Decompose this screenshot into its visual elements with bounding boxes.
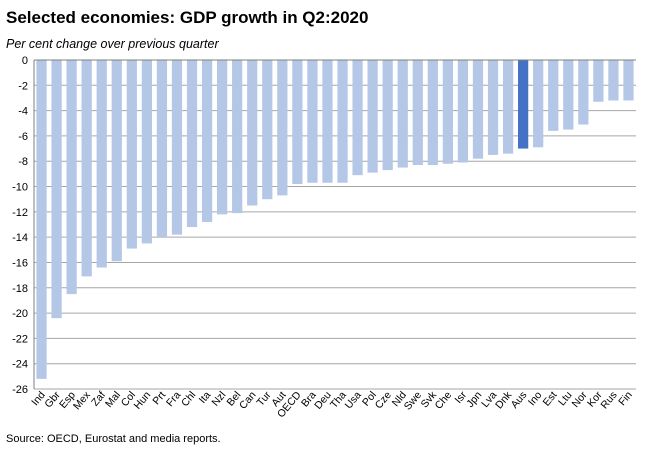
bar-nor [578,60,589,125]
bar-fra [171,60,183,235]
y-tick-label: -4 [18,106,28,118]
grid-lines [34,84,636,390]
bar-ind [36,60,47,379]
bar-swe [412,60,423,166]
bar-mex [81,60,92,277]
x-tick-label: Chl [179,389,198,409]
bar-zaf [96,60,107,268]
y-tick-label: -6 [18,131,28,143]
bar-can [247,60,258,206]
bar-col [126,60,137,249]
bar-usa [352,60,363,176]
source-note: Source: OECD, Eurostat and media reports… [6,433,221,445]
y-tick-label: -12 [12,207,28,219]
y-tick-label: -20 [12,308,28,320]
bar-gbr [51,60,62,319]
bar-jpn [472,60,484,159]
bar-ino [533,60,544,148]
axes [33,59,636,389]
x-tick-label: Fin [616,389,635,408]
bar-pol [367,60,378,173]
x-tick-label: Che [433,389,455,412]
bar-lva [487,60,499,155]
chart-subtitle: Per cent change over previous quarter [6,37,219,51]
bar-cze [382,60,393,171]
x-tick-label: Ita [197,389,214,406]
bar-nzl [217,60,228,215]
y-tick-label: -22 [12,333,28,345]
y-tick-label: -8 [18,156,28,168]
bar-est [548,60,559,131]
y-tick-label: -14 [12,232,28,244]
bar-bra [307,60,318,183]
bar-rus [608,60,619,101]
y-tick-label: -24 [12,359,28,371]
bar-aut [277,60,288,196]
bar-chl [186,60,198,228]
y-tick-label: 0 [22,55,28,67]
bar-svk [427,60,438,166]
bar-oecd [292,60,303,185]
y-tick-label: -16 [12,257,28,269]
y-tick-label: -2 [18,80,28,92]
y-tick-label: -10 [12,182,28,194]
bar-kor [593,60,604,102]
bar-dnk [502,60,514,154]
bar-nld [397,60,408,168]
bars [36,60,634,379]
bar-deu [322,60,333,183]
bar-mal [111,60,122,262]
bar-ita [201,60,213,222]
bar-aus [518,60,529,149]
bar-che [442,60,453,164]
y-tick-label: -18 [12,283,28,295]
bar-bel [232,60,243,214]
bar-tur [262,60,273,200]
bar-prt [156,60,168,238]
y-tick-label: -26 [12,384,28,396]
bar-isr [457,60,469,163]
bar-esp [66,60,77,295]
bar-fin [623,60,634,101]
bar-ltu [563,60,574,130]
chart-title: Selected economies: GDP growth in Q2:202… [6,8,369,27]
bar-tha [337,60,348,183]
bar-hun [141,60,152,244]
